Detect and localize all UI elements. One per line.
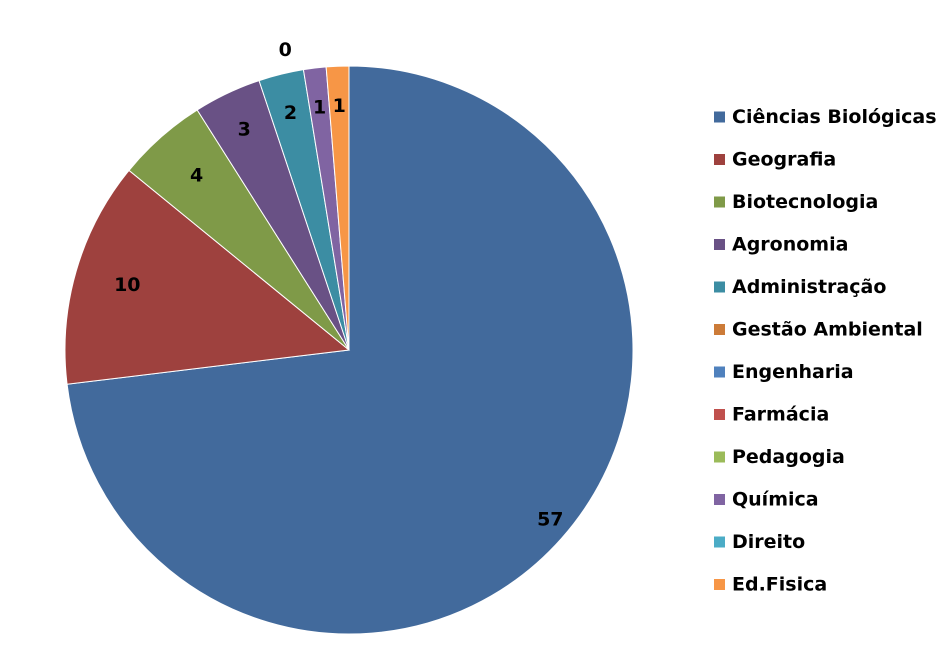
pie-slices — [64, 65, 634, 635]
legend-item-administracao: Administração — [714, 276, 886, 298]
legend-item-agronomia: Agronomia — [714, 234, 848, 256]
legend-swatch — [714, 579, 725, 590]
legend-swatch — [714, 494, 725, 505]
legend-label: Agronomia — [732, 234, 848, 256]
data-label-ciencias-biologicas: 57 — [537, 509, 563, 531]
legend-swatch — [714, 536, 725, 548]
legend-item-direito: Direito — [714, 531, 805, 553]
pie-slice-ciencias-biologicas — [66, 65, 634, 635]
legend-item-quimica: Química — [714, 489, 819, 511]
data-label-agronomia: 3 — [238, 118, 251, 140]
data-label-administracao: 2 — [284, 102, 297, 124]
legend-item-biotecnologia: Biotecnologia — [714, 191, 878, 213]
legend-label: Geografia — [732, 149, 836, 171]
legend-item-geografia: Geografia — [714, 149, 836, 171]
legend-swatch — [714, 409, 725, 420]
legend-swatch — [714, 281, 725, 293]
legend-label: Direito — [732, 531, 805, 553]
data-label-ed-fisica: 1 — [333, 95, 346, 117]
legend-label: Administração — [732, 276, 886, 298]
legend-item-ed-fisica: Ed.Fisica — [714, 574, 827, 596]
data-label-biotecnologia: 4 — [190, 165, 203, 187]
legend-item-pedagogia: Pedagogia — [714, 446, 845, 468]
legend-swatch — [714, 451, 725, 463]
legend-swatch — [714, 324, 725, 335]
legend-label: Engenharia — [732, 361, 854, 383]
legend-item-engenharia: Engenharia — [714, 361, 854, 383]
legend-item-farmacia: Farmácia — [714, 404, 829, 426]
legend-label: Ciências Biológicas — [732, 106, 937, 128]
pie-slice-ed-fisica — [325, 65, 350, 351]
legend-label: Química — [732, 489, 819, 511]
data-label-quimica: 1 — [313, 97, 326, 119]
legend-item-ciencias-biologicas: Ciências Biológicas — [714, 106, 937, 128]
legend-item-gestao-ambiental: Gestão Ambiental — [714, 319, 923, 341]
pie-data-labels: 57 10 4 3 2 0 1 1 — [114, 39, 563, 531]
data-label-gestao-ambiental: 0 — [279, 39, 292, 61]
legend-swatch — [714, 366, 725, 378]
legend: Ciências Biológicas Geografia Biotecnologi… — [714, 106, 937, 596]
legend-label: Ed.Fisica — [732, 574, 827, 596]
legend-swatch — [714, 196, 725, 208]
legend-label: Biotecnologia — [732, 191, 878, 213]
legend-swatch — [714, 239, 725, 250]
pie-slice-geografia — [64, 169, 351, 385]
legend-swatch — [714, 111, 725, 123]
legend-label: Gestão Ambiental — [732, 319, 923, 341]
legend-label: Farmácia — [732, 404, 829, 426]
legend-swatch — [714, 154, 725, 165]
legend-label: Pedagogia — [732, 446, 845, 468]
data-label-geografia: 10 — [114, 274, 140, 296]
